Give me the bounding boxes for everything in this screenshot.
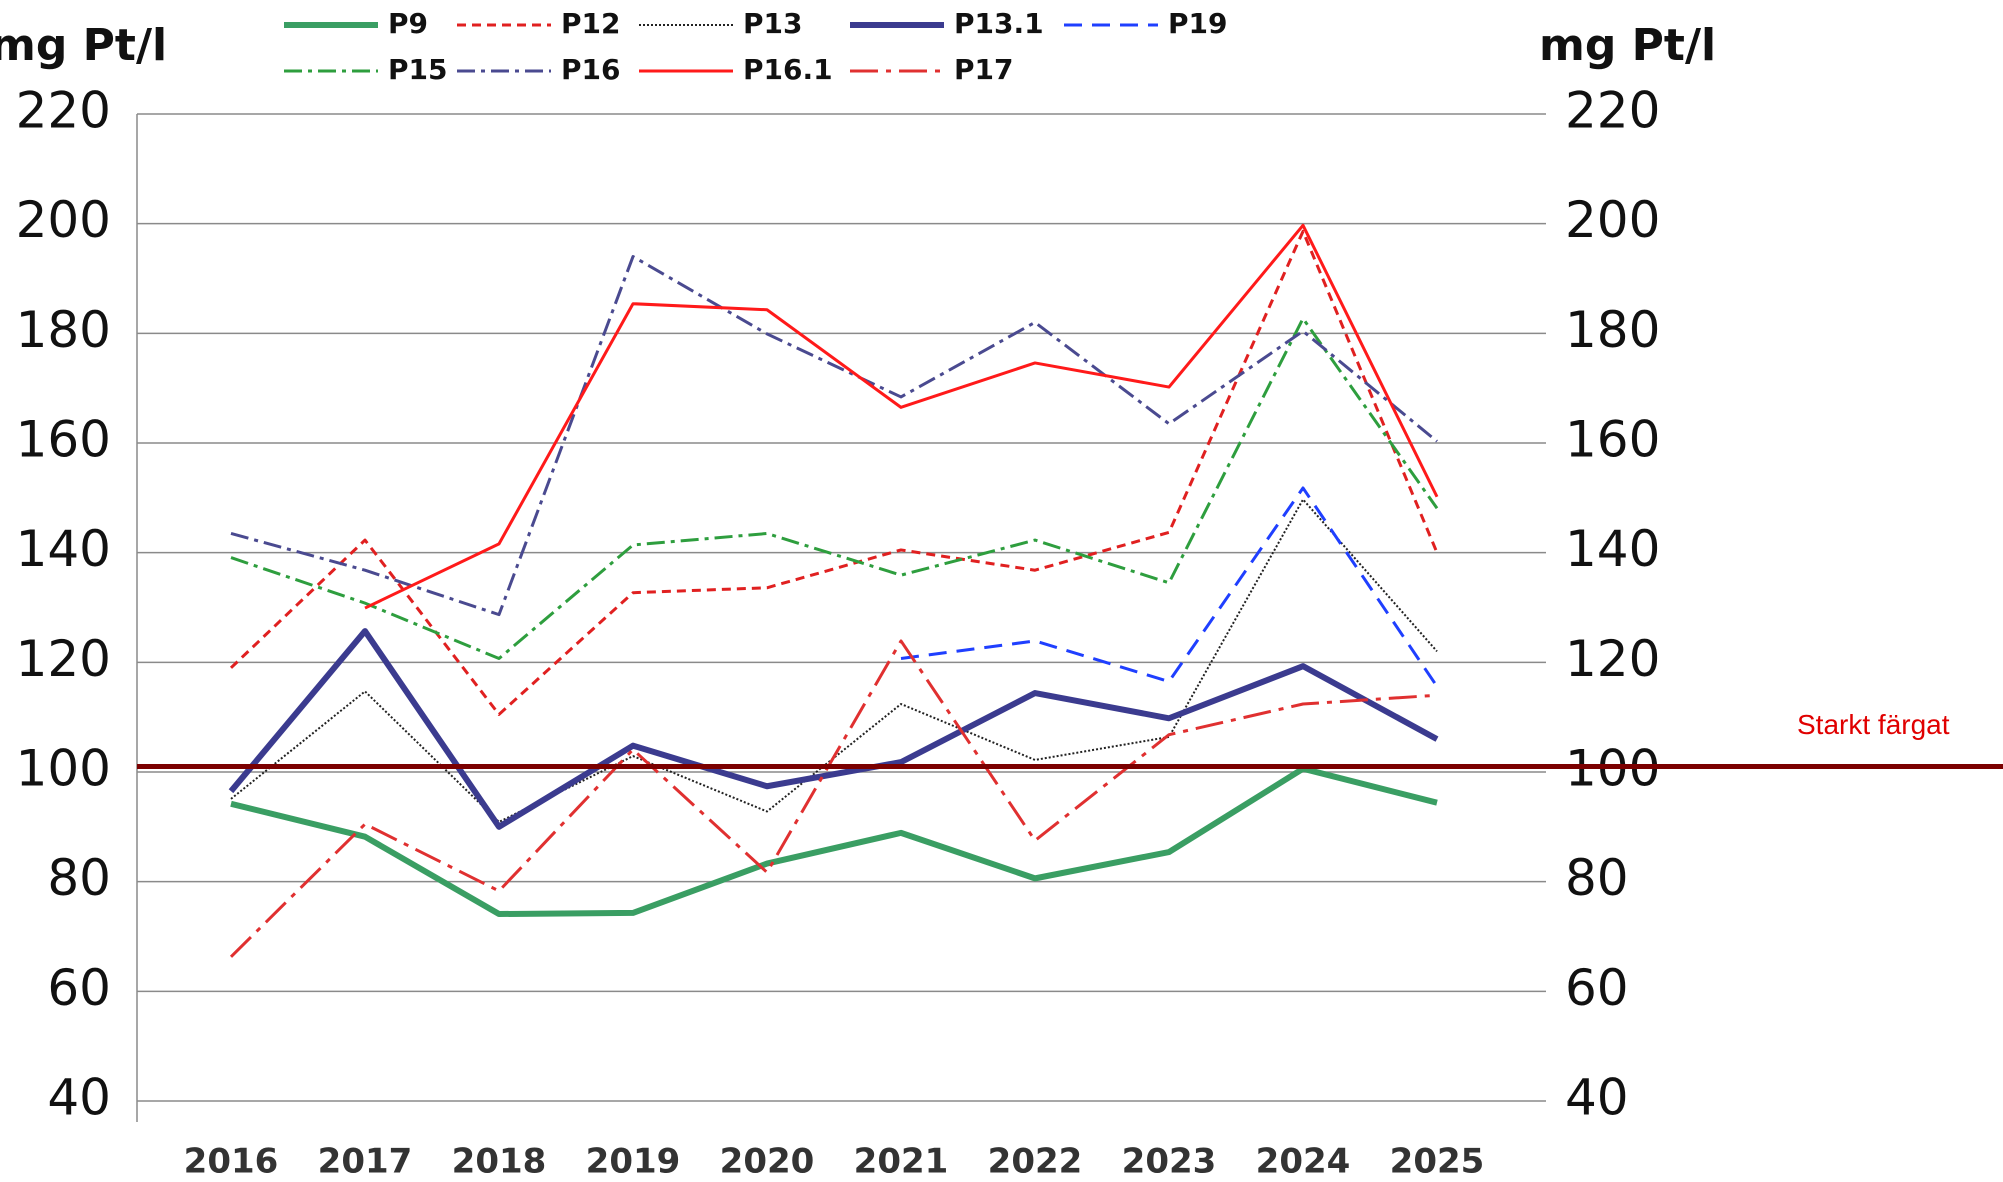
x-tick-label: 2020	[720, 1142, 815, 1182]
y2-tick-label: 140	[1565, 520, 1660, 578]
x-tick-label: 2024	[1256, 1142, 1351, 1182]
x-tick-label: 2016	[184, 1142, 279, 1182]
y2-tick-label: 200	[1565, 191, 1660, 249]
series-line	[229, 229, 1439, 716]
y-tick-label: 140	[16, 520, 111, 578]
threshold-label: Starkt färgat	[1797, 709, 1950, 740]
legend-label: P12	[561, 7, 621, 40]
series-line	[230, 317, 1439, 660]
y-tick-label: 120	[16, 630, 111, 688]
y2-axis-label: mg Pt/l	[1539, 20, 1716, 71]
x-tick-label: 2023	[1122, 1142, 1217, 1182]
y2-tick-label: 180	[1565, 301, 1660, 359]
x-tick-label: 2025	[1390, 1142, 1485, 1182]
y2-tick-label: 120	[1565, 630, 1660, 688]
legend-label: P17	[954, 53, 1014, 86]
x-tick-label: 2019	[586, 1142, 681, 1182]
y-tick-label: 60	[47, 959, 111, 1017]
legend-label: P16.1	[743, 53, 833, 86]
series-line	[230, 498, 1438, 823]
x-tick-label: 2022	[988, 1142, 1083, 1182]
legend-label: P15	[388, 53, 448, 86]
y2-tick-label: 220	[1565, 82, 1660, 140]
series-line	[230, 255, 1438, 617]
legend-label: P16	[561, 53, 621, 86]
y2-tick-label: 160	[1565, 411, 1660, 469]
y2-tick-label: 80	[1565, 849, 1629, 907]
x-tick-label: 2018	[452, 1142, 547, 1182]
legend-label: P13	[743, 7, 803, 40]
y-tick-label: 100	[16, 740, 111, 798]
y-axis-label: mg Pt/l	[0, 20, 167, 71]
x-tick-label: 2021	[854, 1142, 949, 1182]
series-line	[364, 223, 1439, 610]
y2-tick-label: 40	[1565, 1069, 1629, 1127]
y-tick-label: 220	[16, 82, 111, 140]
legend-label: P19	[1168, 7, 1228, 40]
y2-tick-label: 60	[1565, 959, 1629, 1017]
y-tick-label: 200	[16, 191, 111, 249]
y-tick-label: 40	[47, 1069, 111, 1127]
series-line	[229, 639, 1438, 958]
x-tick-label: 2017	[318, 1142, 413, 1182]
y-tick-label: 80	[47, 849, 111, 907]
y-tick-label: 160	[16, 411, 111, 469]
series-line	[230, 765, 1438, 918]
legend-label: P13.1	[954, 7, 1044, 40]
series-line	[900, 486, 1439, 688]
y-tick-label: 180	[16, 301, 111, 359]
series-line	[228, 628, 1439, 830]
legend-label: P9	[388, 7, 428, 40]
